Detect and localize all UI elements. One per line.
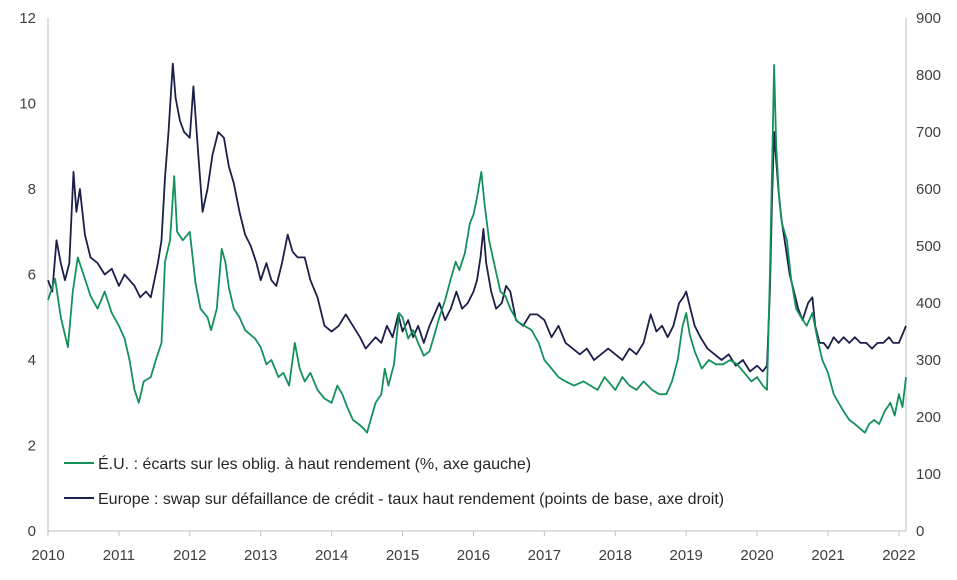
- y-left-tick-label: 8: [28, 181, 36, 198]
- y-right-tick-label: 200: [916, 409, 941, 426]
- x-tick-label: 2012: [173, 547, 206, 564]
- x-tick-label: 2016: [457, 547, 490, 564]
- y-right-tick-label: 800: [916, 67, 941, 84]
- x-tick-label: 2010: [31, 547, 64, 564]
- y-right-tick-label: 100: [916, 466, 941, 483]
- axes: [47, 18, 907, 532]
- y-left-tick-label: 12: [19, 10, 36, 27]
- x-tick-label: 2022: [882, 547, 915, 564]
- y-right-tick-label: 0: [916, 523, 924, 540]
- y-left-tick-labels: 0 2 4 6 8 10 12: [19, 10, 36, 540]
- x-tick-label: 2021: [811, 547, 844, 564]
- y-right-tick-label: 500: [916, 238, 941, 255]
- y-right-tick-label: 900: [916, 10, 941, 27]
- y-left-tick-label: 6: [28, 267, 36, 284]
- y-right-tick-label: 300: [916, 352, 941, 369]
- x-tick-labels: 2010 2011 2012 2013 2014 2015 2016 2017 2018 2019…: [31, 531, 916, 564]
- legend-label-europe: Europe : swap sur défaillance de crédit …: [98, 491, 724, 508]
- x-tick-label: 2014: [315, 547, 348, 564]
- x-tick-label: 2018: [599, 547, 632, 564]
- y-left-tick-label: 4: [28, 352, 36, 369]
- series-line-us: [47, 64, 907, 434]
- y-left-tick-label: 10: [19, 96, 36, 113]
- x-tick-label: 2019: [669, 547, 702, 564]
- series-lines: [47, 62, 907, 434]
- legend-item-us: É.U. : écarts sur les oblig. à haut rend…: [64, 454, 531, 473]
- x-tick-label: 2020: [740, 547, 773, 564]
- y-right-tick-label: 600: [916, 181, 941, 198]
- legend-label-us: É.U. : écarts sur les oblig. à haut rend…: [98, 454, 531, 473]
- y-right-tick-label: 400: [916, 295, 941, 312]
- x-tick-label: 2015: [386, 547, 419, 564]
- y-left-tick-label: 0: [28, 523, 36, 540]
- y-right-tick-labels: 0 100 200 300 400 500 600 700 800 900: [916, 10, 941, 540]
- y-right-tick-label: 700: [916, 124, 941, 141]
- x-tick-label: 2017: [528, 547, 561, 564]
- x-tick-label: 2011: [103, 547, 135, 564]
- y-left-tick-label: 2: [28, 438, 36, 455]
- legend-item-europe: Europe : swap sur défaillance de crédit …: [64, 491, 724, 508]
- x-tick-label: 2013: [244, 547, 277, 564]
- legend: É.U. : écarts sur les oblig. à haut rend…: [64, 454, 724, 508]
